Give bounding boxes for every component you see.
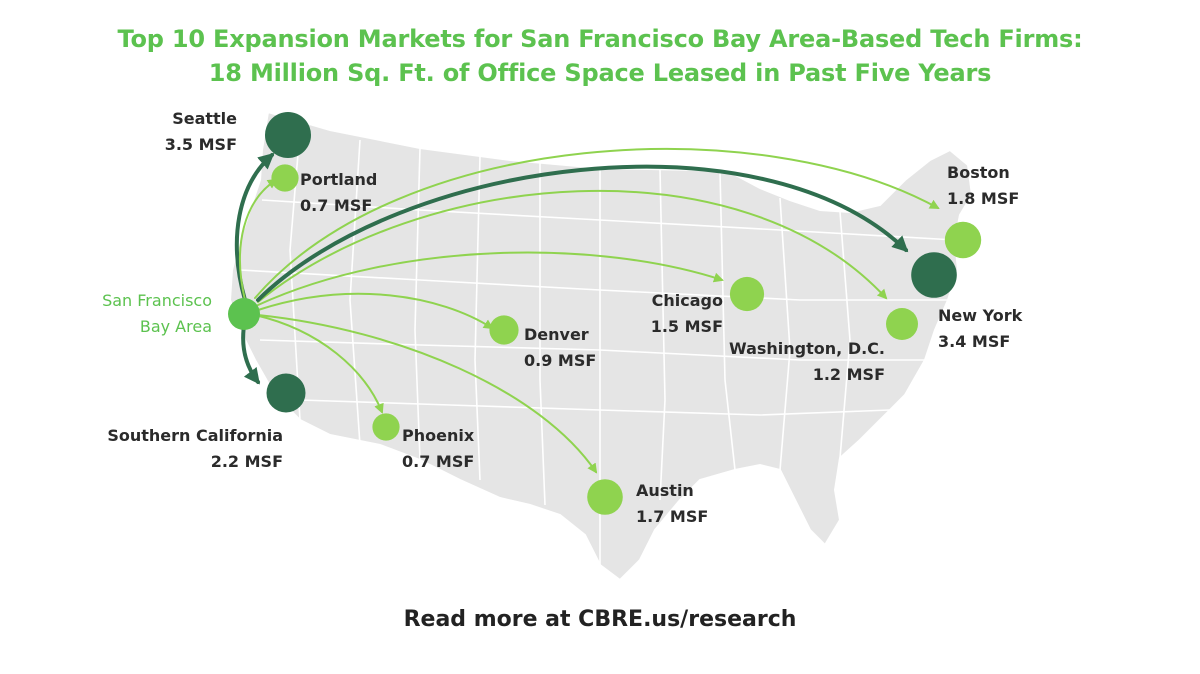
label-phoenix-value: 0.7 MSF: [402, 452, 474, 471]
label-chicago-value: 1.5 MSF: [651, 317, 723, 336]
label-new-york-value: 3.4 MSF: [938, 332, 1010, 351]
label-portland-name: Portland: [300, 170, 377, 189]
arrow-to-phoenix: [254, 314, 384, 414]
label-southern-california-name: Southern California: [107, 426, 283, 445]
arrow-to-chicago: [257, 251, 724, 306]
label-austin-value: 1.7 MSF: [636, 507, 708, 526]
label-portland-value: 0.7 MSF: [300, 196, 372, 215]
label-phoenix-name: Phoenix: [402, 426, 475, 445]
market-circle-washington-dc: [886, 308, 918, 340]
origin-label-line-1: San Francisco: [102, 291, 212, 310]
arrow-to-portland: [239, 178, 278, 301]
label-boston-name: Boston: [947, 163, 1010, 182]
market-circle-new-york: [911, 252, 957, 298]
title-line-2: 18 Million Sq. Ft. of Office Space Lease…: [208, 59, 992, 87]
label-austin-name: Austin: [636, 481, 694, 500]
arrow-to-boston: [254, 148, 940, 299]
origin-marker: [228, 298, 260, 330]
label-seattle-name: Seattle: [172, 109, 237, 128]
label-denver-name: Denver: [524, 325, 589, 344]
label-southern-california-value: 2.2 MSF: [211, 452, 283, 471]
market-markers: [265, 112, 982, 515]
footer-link-text: Read more at CBRE.us/research: [403, 607, 797, 632]
label-washington-dc-value: 1.2 MSF: [813, 365, 885, 384]
market-circle-boston: [944, 221, 982, 259]
label-new-york-name: New York: [938, 306, 1023, 325]
market-circle-phoenix: [372, 413, 400, 441]
title-line-1: Top 10 Expansion Markets for San Francis…: [117, 25, 1083, 53]
label-chicago-name: Chicago: [652, 291, 723, 310]
arrow-to-denver: [257, 292, 494, 330]
label-seattle-value: 3.5 MSF: [165, 135, 237, 154]
arrow-to-new-york: [256, 164, 909, 302]
market-circle-southern-california: [266, 373, 306, 413]
label-boston-value: 1.8 MSF: [947, 189, 1019, 208]
us-map-shape: [228, 110, 974, 582]
market-circle-denver: [489, 315, 519, 345]
arrow-to-austin: [257, 314, 598, 474]
arrow-to-washington-dc: [257, 189, 888, 303]
label-washington-dc-name: Washington, D.C.: [729, 339, 885, 358]
market-circle-portland: [271, 164, 299, 192]
origin-label-line-2: Bay Area: [140, 317, 212, 336]
label-denver-value: 0.9 MSF: [524, 351, 596, 370]
market-circle-chicago: [729, 276, 765, 312]
market-circle-austin: [587, 479, 623, 515]
market-circle-seattle: [265, 112, 311, 158]
market-labels: Seattle 3.5 MSF Portland 0.7 MSF Souther…: [107, 109, 1022, 526]
map-title: Top 10 Expansion Markets for San Francis…: [0, 22, 1200, 90]
